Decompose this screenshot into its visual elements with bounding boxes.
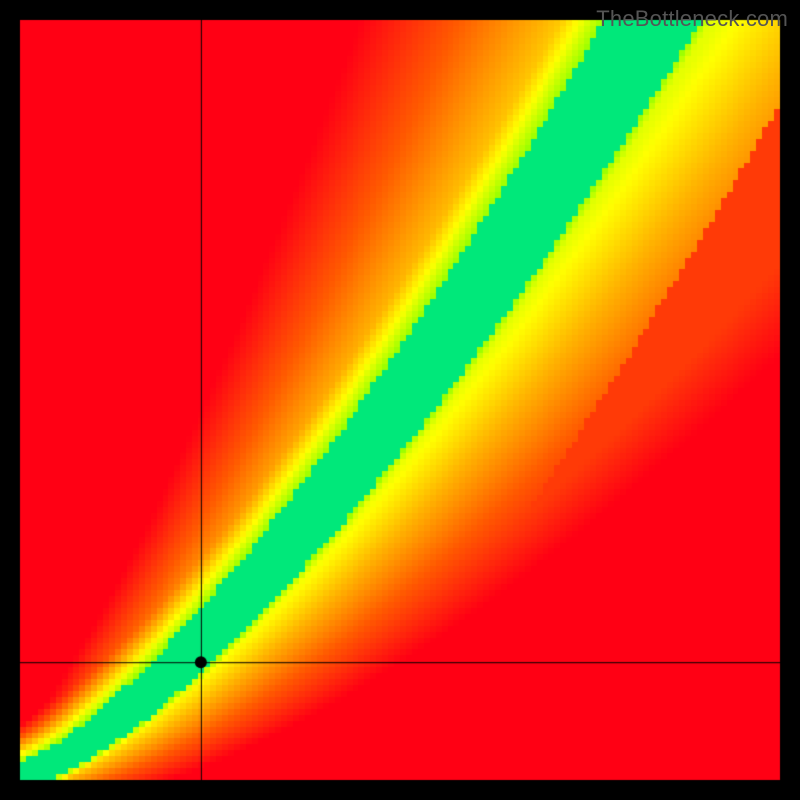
watermark-text: TheBottleneck.com xyxy=(596,6,788,32)
bottleneck-heatmap xyxy=(0,0,800,800)
